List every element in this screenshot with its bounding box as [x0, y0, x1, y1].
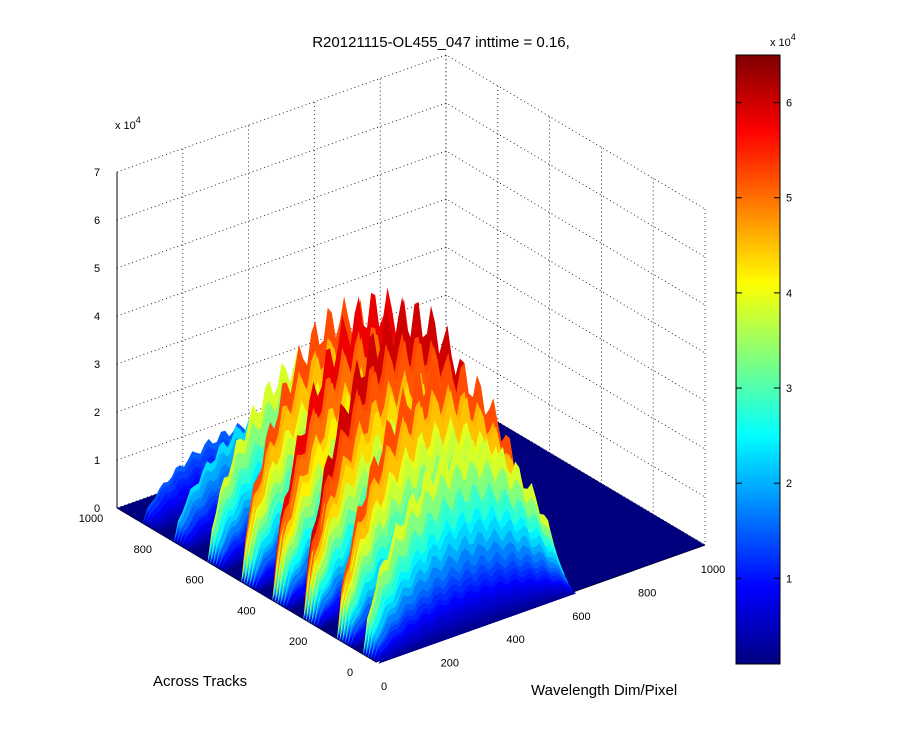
x-tick-label: 800 — [638, 587, 656, 599]
colorbar-ticks: 1 2 3 4 5 6 — [736, 98, 792, 585]
z-tick-label: 2 — [94, 407, 100, 419]
x-axis-label: Wavelength Dim/Pixel — [531, 682, 677, 699]
z-tick-label: 3 — [94, 359, 100, 371]
z-tick-label: 6 — [94, 215, 100, 227]
grid-line — [445, 55, 706, 546]
colorbar-tick-label: 6 — [786, 98, 792, 110]
colorbar-tick-label: 1 — [786, 573, 792, 585]
x-tick-label: 0 — [381, 681, 387, 693]
x-tick-label: 600 — [572, 611, 590, 623]
colorbar-tick-label: 4 — [786, 288, 792, 300]
colorbar-tick-label: 2 — [786, 478, 792, 490]
grid-line — [116, 102, 706, 258]
z-tick-label: 4 — [94, 311, 100, 323]
z-tick-label: 7 — [94, 167, 100, 179]
x-axis-ticks: 0 200 400 600 800 1000 — [381, 564, 725, 693]
y-tick-label: 800 — [134, 544, 152, 556]
y-tick-label: 200 — [289, 636, 307, 648]
grid-line — [116, 294, 706, 450]
colorbar-exponent: x 104 — [770, 32, 796, 49]
z-tick-label: 1 — [94, 455, 100, 467]
grid-line — [116, 150, 706, 306]
z-axis-ticks: 0 1 2 3 4 5 6 7 — [94, 167, 100, 515]
chart-title: R20121115-OL455_047 inttime = 0.16, — [312, 34, 570, 51]
y-tick-label: 400 — [237, 605, 255, 617]
surface-plot — [117, 287, 705, 664]
y-tick-label: 0 — [347, 667, 353, 679]
x-tick-label: 1000 — [701, 564, 725, 576]
z-tick-label: 5 — [94, 263, 100, 275]
colorbar-gradient — [735, 54, 781, 665]
x-tick-label: 400 — [506, 634, 524, 646]
grid-line — [116, 246, 706, 402]
axes-3d: 0 1 2 3 4 5 6 7 0 200 400 600 800 1000 0 200 400 600 800… — [79, 54, 725, 693]
z-axis-exponent: x 104 — [115, 115, 141, 132]
y-axis-label: Across Tracks — [153, 673, 247, 690]
colorbar: 1 2 3 4 5 6 x 104 — [735, 32, 796, 665]
y-axis-ticks: 0 200 400 600 800 1000 — [79, 513, 353, 679]
surface-band — [378, 593, 576, 664]
grid-line — [116, 342, 706, 498]
colorbar-tick-label: 3 — [786, 383, 792, 395]
y-tick-label: 1000 — [79, 513, 103, 525]
grid-line — [116, 198, 706, 354]
y-tick-label: 600 — [185, 575, 203, 587]
x-tick-label: 200 — [441, 658, 459, 670]
grid-line — [116, 54, 706, 210]
colorbar-tick-label: 5 — [786, 193, 792, 205]
z-tick-label: 0 — [94, 503, 100, 515]
